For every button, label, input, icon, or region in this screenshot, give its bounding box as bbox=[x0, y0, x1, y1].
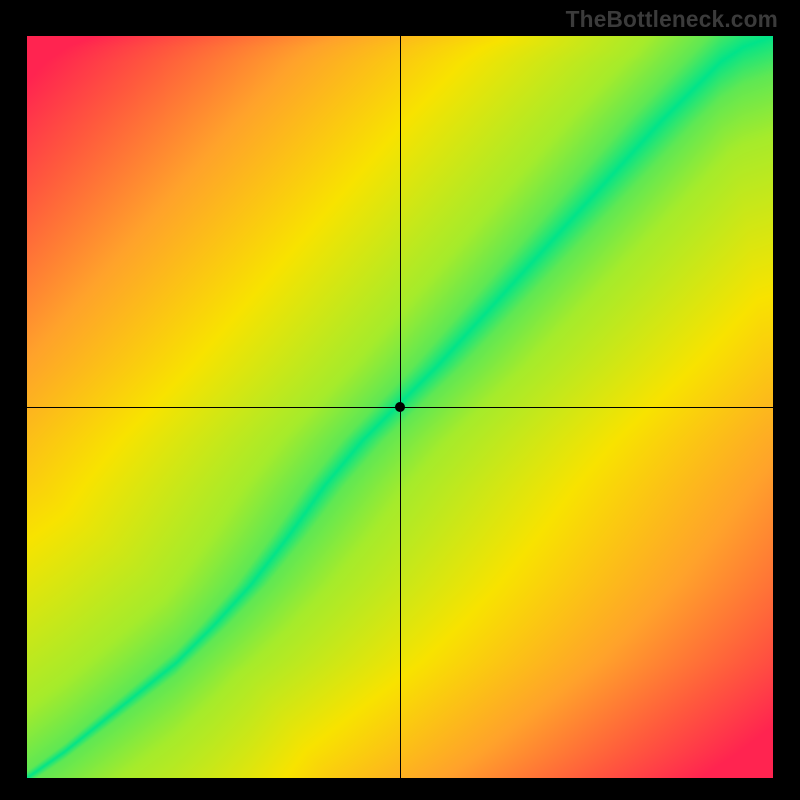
stage: TheBottleneck.com bbox=[0, 0, 800, 800]
heatmap-plot-area bbox=[27, 36, 773, 778]
crosshair-marker bbox=[395, 402, 405, 412]
watermark-text: TheBottleneck.com bbox=[566, 6, 778, 33]
